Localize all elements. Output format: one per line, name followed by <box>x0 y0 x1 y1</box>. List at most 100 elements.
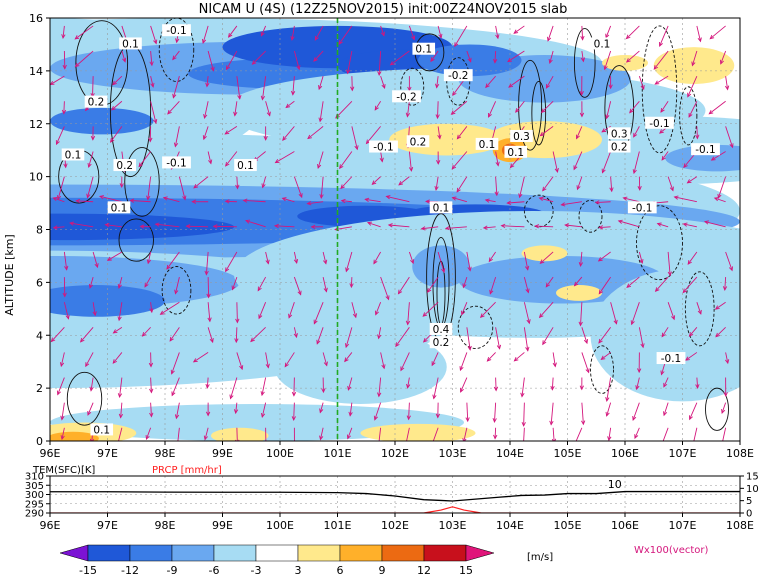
contour-label: 0.2 <box>88 97 105 109</box>
colorbar-segment <box>172 545 214 561</box>
contour-label: 0.1 <box>479 139 496 151</box>
surface-right-tick-label: 0 <box>746 509 752 520</box>
shading-region-32 <box>654 47 735 84</box>
wind-vector <box>93 76 94 97</box>
colorbar-tick-label: 9 <box>379 564 386 575</box>
surface-x-tick-label: 99E <box>212 519 233 532</box>
surface-right-tick-label: 5 <box>746 496 752 507</box>
wind-vector <box>438 101 439 118</box>
y-tick-label: 8 <box>36 224 43 237</box>
y-tick-label: 10 <box>29 171 43 184</box>
x-tick-label: 104E <box>496 447 524 460</box>
x-tick-label: 105E <box>554 447 582 460</box>
y-tick-label: 6 <box>36 276 43 289</box>
wind-vector-head <box>720 445 723 449</box>
x-tick-label: 96E <box>40 447 61 460</box>
surface-x-tick-label: 106E <box>611 519 639 532</box>
contour-label: 0.4 <box>433 324 450 336</box>
surface-x-tick-label: 102E <box>381 519 409 532</box>
surface-x-tick-label: 107E <box>669 519 697 532</box>
x-tick-label: 108E <box>726 447 754 460</box>
colorbar-segment <box>130 545 172 561</box>
y-tick-label: 2 <box>36 382 43 395</box>
colorbar-segment <box>298 545 340 561</box>
colorbar-tick-label: 3 <box>295 564 302 575</box>
contour-label: -0.1 <box>166 157 187 169</box>
colorbar-tick-label: -12 <box>121 564 139 575</box>
y-tick-label: 4 <box>36 329 43 342</box>
wind-vector <box>64 101 65 113</box>
wind-vector-head <box>117 441 120 445</box>
colorbar-tick-label: -15 <box>79 564 97 575</box>
x-tick-label: 97E <box>97 447 118 460</box>
surface-grid <box>50 476 740 513</box>
wind-vector-head <box>522 442 525 446</box>
precip-label: PRCP [mm/hr] <box>152 465 222 476</box>
colorbar: -15 -12 -9 -6 -3 3 6 9 12 15 <box>60 545 494 575</box>
wind-vector-head <box>176 441 179 445</box>
contour-label: 0.3 <box>611 128 628 140</box>
wind-vector-head <box>660 445 663 449</box>
wind-vector-head <box>430 446 433 450</box>
contour-label: -0.1 <box>695 144 716 156</box>
colorbar-tick-label: 6 <box>337 564 344 575</box>
contour-label: -0.1 <box>632 202 653 214</box>
contour-label: -0.1 <box>661 353 682 365</box>
vector-note: Wx100(vector) <box>634 545 709 556</box>
contour-label: -0.1 <box>166 25 187 37</box>
colorbar-tick-label: -6 <box>209 564 220 575</box>
shading-region-24 <box>274 330 447 404</box>
contour-label: -0.2 <box>396 91 417 103</box>
x-tick-label: 102E <box>381 447 409 460</box>
surface-x-tick-label: 98E <box>155 519 176 532</box>
colorbar-segment <box>214 545 256 561</box>
contour-label: 0.1 <box>237 160 254 172</box>
contour-label: 0.1 <box>93 424 110 436</box>
shading-region-39 <box>556 285 602 301</box>
contour-label: 0.1 <box>65 149 82 161</box>
colorbar-tick-label: 15 <box>459 564 473 575</box>
surface-x-tick-label: 101E <box>324 519 352 532</box>
contour-label: 0.2 <box>611 142 628 154</box>
y-axis-label: ALTITUDE [km] <box>3 234 16 315</box>
wind-vector <box>214 226 237 227</box>
contour-label: 0.1 <box>122 38 139 50</box>
contour-label: 0.2 <box>116 160 133 172</box>
surface-annotation: 10 <box>608 478 622 491</box>
colorbar-tick-label: 12 <box>417 564 431 575</box>
wind-vector <box>697 126 698 138</box>
contour-label: 0.1 <box>507 147 524 159</box>
colorbar-tick-label: -3 <box>251 564 262 575</box>
wind-vector-head <box>405 442 408 446</box>
contour-label: -0.2 <box>448 70 469 82</box>
colorbar-segment <box>256 545 298 561</box>
x-tick-label: 99E <box>212 447 233 460</box>
y-tick-label: 12 <box>29 118 43 131</box>
surface-right-tick-label: 15 <box>746 472 759 483</box>
contour-label: 0.2 <box>433 337 450 349</box>
figure-title: NICAM U (4S) (12Z25NOV2015) init:00Z24NO… <box>199 2 568 17</box>
contour-label: -0.1 <box>649 118 670 130</box>
contour-label: 0.2 <box>410 136 427 148</box>
colorbar-unit: [m/s] <box>527 552 553 563</box>
shading-region-37 <box>361 424 476 443</box>
x-tick-label: 106E <box>611 447 639 460</box>
wind-vector-head <box>377 445 380 449</box>
contour-label: 0.1 <box>433 202 450 214</box>
contour-label: -0.1 <box>373 142 394 154</box>
colorbar-tick-label: -9 <box>167 564 178 575</box>
x-tick-label: 103E <box>439 447 467 460</box>
contour-label: 0.3 <box>513 131 530 143</box>
surface-x-tick-label: 97E <box>97 519 118 532</box>
shading-region-11 <box>50 108 154 134</box>
wind-vector-head <box>574 442 577 446</box>
y-tick-label: 16 <box>29 12 43 25</box>
colorbar-low-arrow <box>60 545 88 561</box>
surface-x-tick-label: 103E <box>439 519 467 532</box>
surface-x-tick-label: 100E <box>266 519 294 532</box>
x-tick-label: 101E <box>324 447 352 460</box>
